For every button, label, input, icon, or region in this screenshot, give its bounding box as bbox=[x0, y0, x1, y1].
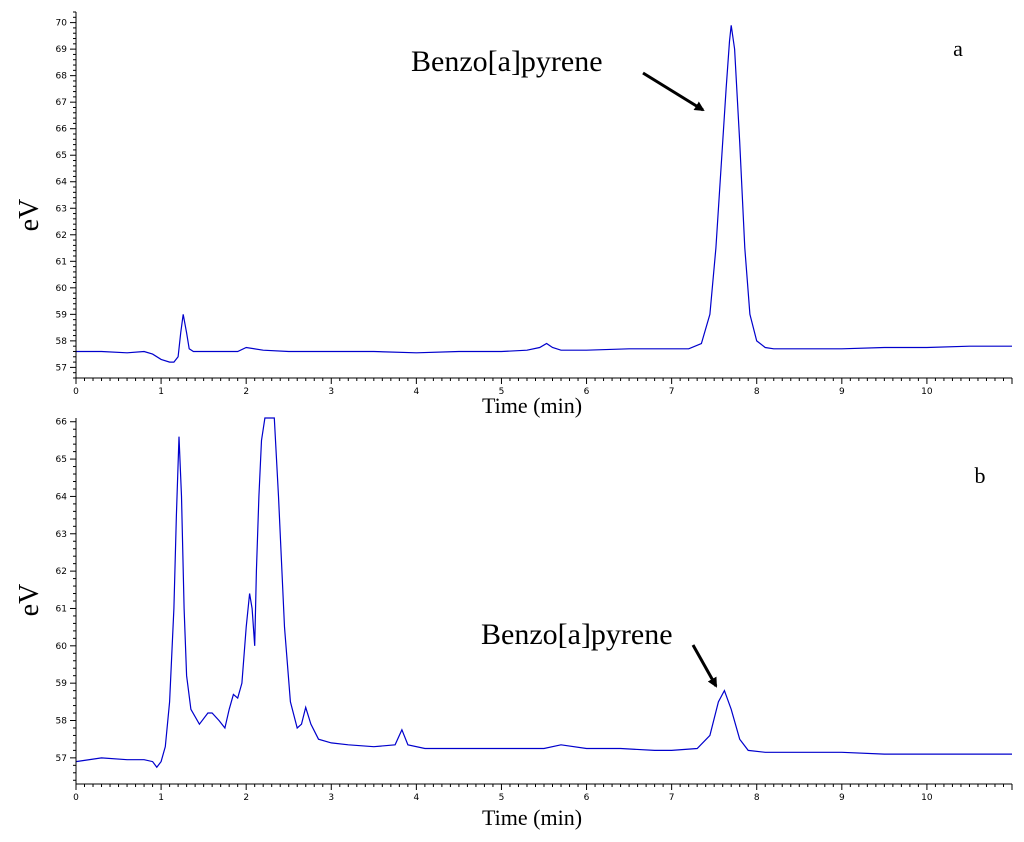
panel-b-ticks: 0 1 2 3 4 5 6 7 8 9 10 57 58 59 60 61 62 63 64 65 66 bbox=[56, 418, 1013, 803]
panel-a-x-tick-label: 0 bbox=[73, 387, 79, 397]
panel-b-annotation: Benzo[a]pyrene bbox=[481, 618, 673, 651]
panel-b-x-tick-label: 2 bbox=[243, 793, 249, 803]
panel-a-annotation-arrow bbox=[642, 71, 705, 112]
panel-b-annotation-arrow bbox=[691, 644, 718, 688]
panel-b: eV 0 1 2 3 4 5 6 7 8 9 10 57 58 59 60 61 62 63 64 65 66 Time… bbox=[14, 417, 1013, 830]
panel-b-y-tick-label: 57 bbox=[56, 754, 67, 764]
panel-a-x-tick-label: 3 bbox=[328, 387, 334, 397]
panel-a-y-tick-label: 58 bbox=[56, 337, 68, 347]
panel-b-x-tick-label: 6 bbox=[584, 793, 590, 803]
panel-a-x-tick-label: 4 bbox=[413, 387, 419, 397]
panel-a-y-tick-label: 59 bbox=[56, 310, 68, 320]
panel-b-y-tick-label: 62 bbox=[56, 567, 67, 577]
panel-a-xlabel: Time (min) bbox=[482, 393, 582, 418]
panel-b-y-tick-label: 61 bbox=[56, 604, 67, 614]
panel-a-y-tick-label: 64 bbox=[56, 178, 68, 188]
panel-b-ylabel: eV bbox=[14, 584, 45, 617]
panel-b-x-tick-label: 8 bbox=[754, 793, 760, 803]
panel-b-x-tick-label: 7 bbox=[669, 793, 675, 803]
panel-b-x-tick-label: 4 bbox=[413, 793, 419, 803]
panel-a-x-tick-label: 9 bbox=[839, 387, 845, 397]
panel-a-y-tick-label: 57 bbox=[56, 363, 67, 373]
panel-a: eV 0 1 2 3 4 5 6 7 8 9 105758596061626364656667686… bbox=[14, 11, 1013, 418]
panel-b-x-tick-label: 3 bbox=[328, 793, 334, 803]
panel-a-y-tick-label: 60 bbox=[56, 284, 68, 294]
panel-b-series-line bbox=[75, 417, 1012, 769]
panel-b-xlabel: Time (min) bbox=[482, 805, 582, 830]
panel-a-x-tick-label: 8 bbox=[754, 387, 760, 397]
panel-b-y-tick-label: 66 bbox=[56, 418, 68, 428]
panel-a-y-tick-label: 65 bbox=[56, 151, 67, 161]
panel-a-x-tick-label: 2 bbox=[243, 387, 249, 397]
panel-b-y-tick-label: 64 bbox=[56, 492, 68, 502]
panel-a-x-tick-label: 7 bbox=[669, 387, 675, 397]
panel-a-y-tick-label: 63 bbox=[56, 204, 67, 214]
panel-b-x-tick-label: 1 bbox=[158, 793, 164, 803]
panel-a-y-tick-label: 68 bbox=[56, 72, 68, 82]
panel-a-x-tick-label: 5 bbox=[499, 387, 505, 397]
panel-a-ylabel: eV bbox=[14, 199, 45, 232]
panel-a-y-tick-label: 69 bbox=[56, 45, 68, 55]
panel-b-x-tick-label: 5 bbox=[499, 793, 505, 803]
panel-a-y-tick-label: 62 bbox=[56, 231, 67, 241]
panel-a-x-tick-label: 1 bbox=[158, 387, 164, 397]
panel-b-x-tick-label: 9 bbox=[839, 793, 845, 803]
panel-b-y-tick-label: 59 bbox=[56, 679, 68, 689]
panel-a-y-tick-label: 67 bbox=[56, 98, 67, 108]
panel-b-y-tick-label: 65 bbox=[56, 455, 67, 465]
panel-a-y-tick-label: 70 bbox=[56, 19, 68, 29]
panel-a-series-line bbox=[76, 25, 1012, 363]
panel-a-y-tick-label: 61 bbox=[56, 257, 67, 267]
panel-a-x-tick-label: 10 bbox=[921, 387, 933, 397]
panel-b-x-tick-label: 10 bbox=[921, 793, 933, 803]
panel-b-x-tick-label: 0 bbox=[73, 793, 79, 803]
panel-b-y-tick-label: 58 bbox=[56, 717, 68, 727]
panel-a-annotation: Benzo[a]pyrene bbox=[411, 45, 603, 78]
panel-b-label: b bbox=[975, 463, 986, 488]
panel-b-y-tick-label: 63 bbox=[56, 530, 67, 540]
panel-b-y-tick-label: 60 bbox=[56, 642, 68, 652]
panel-a-y-tick-label: 66 bbox=[56, 125, 68, 135]
panel-a-label: a bbox=[953, 36, 963, 61]
panel-a-x-tick-label: 6 bbox=[584, 387, 590, 397]
